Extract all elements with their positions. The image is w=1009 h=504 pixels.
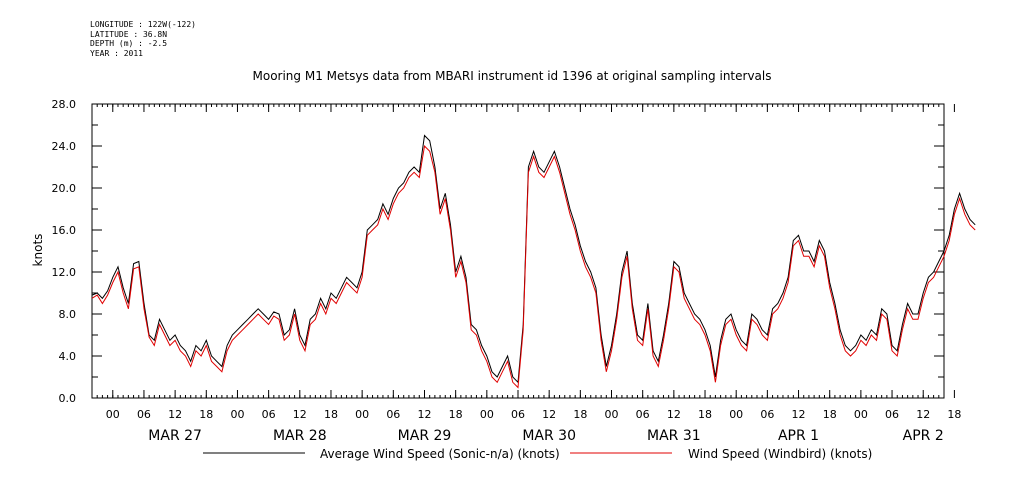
x-tick-label: 06 bbox=[137, 408, 151, 421]
x-tick-label: 12 bbox=[168, 408, 182, 421]
x-tick-label: 12 bbox=[916, 408, 930, 421]
x-tick-label: 06 bbox=[636, 408, 650, 421]
x-day-label: APR 1 bbox=[778, 428, 819, 444]
x-tick-label: 12 bbox=[293, 408, 307, 421]
x-tick-label: 18 bbox=[823, 408, 837, 421]
x-tick-label: 12 bbox=[792, 408, 806, 421]
latitude-label: LATITUDE : 36.8N bbox=[90, 29, 168, 39]
x-day-label: MAR 30 bbox=[522, 428, 576, 444]
y-tick-label: 20.0 bbox=[52, 182, 77, 195]
x-tick-label: 12 bbox=[667, 408, 681, 421]
x-tick-label: 18 bbox=[698, 408, 712, 421]
y-axis-label: knots bbox=[31, 234, 45, 267]
x-tick-label: 00 bbox=[480, 408, 494, 421]
x-tick-label: 12 bbox=[542, 408, 556, 421]
x-tick-label: 06 bbox=[386, 408, 400, 421]
mooring-metadata: LONGITUDE : 122W(-122) LATITUDE : 36.8N DE… bbox=[90, 20, 196, 58]
x-day-label: MAR 29 bbox=[398, 428, 452, 444]
longitude-label: LONGITUDE : 122W(-122) bbox=[90, 20, 196, 29]
x-tick-label: 00 bbox=[854, 408, 868, 421]
series-layer bbox=[91, 134, 976, 389]
x-tick-label: 18 bbox=[324, 408, 338, 421]
chart-legend: Average Wind Speed (Sonic-n/a) (knots) W… bbox=[203, 447, 872, 461]
legend-label-sonic: Average Wind Speed (Sonic-n/a) (knots) bbox=[320, 447, 560, 461]
x-tick-label: 06 bbox=[885, 408, 899, 421]
y-tick-label: 4.0 bbox=[59, 350, 77, 363]
x-day-label: MAR 28 bbox=[273, 428, 327, 444]
legend-label-windbird: Wind Speed (Windbird) (knots) bbox=[688, 447, 872, 461]
y-tick-label: 24.0 bbox=[52, 140, 77, 153]
x-tick-label: 06 bbox=[760, 408, 774, 421]
y-tick-label: 12.0 bbox=[52, 266, 77, 279]
x-tick-label: 18 bbox=[449, 408, 463, 421]
x-tick-label: 18 bbox=[199, 408, 213, 421]
x-day-label: MAR 31 bbox=[647, 428, 701, 444]
x-day-label: MAR 27 bbox=[148, 428, 202, 444]
x-tick-label: 12 bbox=[417, 408, 431, 421]
x-tick-label: 00 bbox=[230, 408, 244, 421]
x-day-label: APR 2 bbox=[903, 428, 944, 444]
x-tick-label: 06 bbox=[262, 408, 276, 421]
x-tick-label: 00 bbox=[729, 408, 743, 421]
x-tick-label: 00 bbox=[605, 408, 619, 421]
year-label: YEAR : 2011 bbox=[90, 48, 143, 58]
x-tick-label: 18 bbox=[947, 408, 961, 421]
y-tick-label: 0.0 bbox=[59, 392, 77, 405]
x-tick-label: 18 bbox=[573, 408, 587, 421]
axes-frame: 0.0 4.0 8.0 12.0 16.0 20.0 24.0 28.0 00 06 12 18 00 0… bbox=[52, 98, 962, 444]
x-tick-label: 06 bbox=[511, 408, 525, 421]
series-line-sonic bbox=[91, 134, 976, 384]
series-line-windbird bbox=[91, 144, 976, 389]
x-tick-label: 00 bbox=[106, 408, 120, 421]
y-tick-label: 8.0 bbox=[59, 308, 77, 321]
y-tick-label: 16.0 bbox=[52, 224, 77, 237]
x-tick-label: 00 bbox=[355, 408, 369, 421]
depth-label: DEPTH (m) : -2.5 bbox=[90, 39, 168, 48]
y-tick-label: 28.0 bbox=[52, 98, 77, 111]
chart-title: Mooring M1 Metsys data from MBARI instru… bbox=[253, 69, 772, 83]
